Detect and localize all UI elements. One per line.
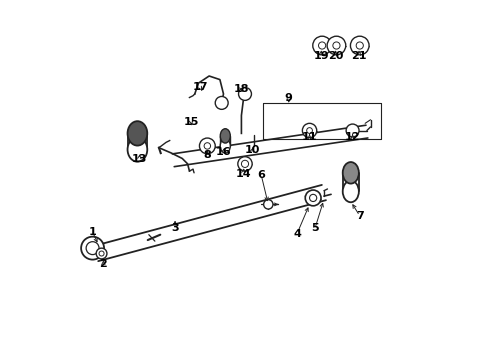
Text: 1: 1 (89, 227, 97, 237)
Circle shape (350, 36, 369, 55)
Circle shape (310, 194, 317, 202)
Circle shape (346, 124, 359, 137)
Circle shape (239, 87, 251, 100)
Text: 21: 21 (351, 50, 367, 60)
Circle shape (199, 138, 215, 154)
Ellipse shape (343, 162, 359, 184)
Text: 14: 14 (235, 168, 251, 179)
Circle shape (327, 36, 346, 55)
Ellipse shape (127, 121, 147, 145)
Text: 18: 18 (234, 84, 249, 94)
Ellipse shape (220, 139, 230, 153)
Ellipse shape (220, 129, 230, 143)
Circle shape (215, 96, 228, 109)
Ellipse shape (343, 181, 359, 202)
Circle shape (99, 251, 104, 256)
Circle shape (81, 237, 104, 260)
Circle shape (242, 160, 248, 167)
Text: 8: 8 (203, 150, 211, 160)
Text: 5: 5 (311, 224, 318, 233)
Circle shape (313, 36, 331, 55)
Circle shape (86, 242, 99, 255)
Circle shape (333, 42, 340, 49)
Text: 19: 19 (313, 50, 329, 60)
Ellipse shape (127, 137, 147, 162)
Text: 13: 13 (131, 154, 147, 164)
Text: 6: 6 (257, 170, 265, 180)
Circle shape (302, 123, 317, 138)
Circle shape (356, 42, 364, 49)
Text: 2: 2 (99, 258, 107, 269)
Text: 16: 16 (216, 147, 231, 157)
Text: 17: 17 (193, 82, 208, 93)
Text: 20: 20 (328, 50, 343, 60)
Circle shape (318, 42, 326, 49)
Circle shape (307, 128, 313, 134)
Text: 3: 3 (172, 224, 179, 233)
Text: 11: 11 (302, 132, 318, 142)
Circle shape (204, 143, 211, 149)
Circle shape (238, 157, 252, 171)
Text: 4: 4 (293, 229, 301, 239)
Circle shape (305, 190, 321, 206)
Text: 10: 10 (245, 145, 260, 155)
Text: 15: 15 (184, 117, 199, 127)
Circle shape (264, 200, 273, 209)
Text: 9: 9 (285, 93, 293, 103)
Circle shape (96, 248, 107, 259)
Text: 7: 7 (356, 211, 364, 221)
Text: 12: 12 (345, 132, 360, 142)
